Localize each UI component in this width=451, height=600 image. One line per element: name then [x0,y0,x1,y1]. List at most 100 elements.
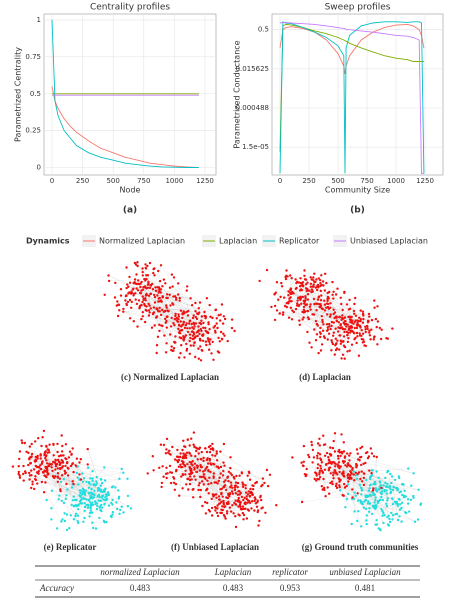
network-node [406,498,410,501]
network-node [229,485,232,489]
network-edge [127,284,233,320]
network-node [242,518,245,521]
network-node [122,471,125,474]
network-node [215,452,218,455]
network-node [198,301,202,304]
network-node [79,489,82,492]
x-tick-label: 750 [360,177,373,185]
network-node [244,484,247,487]
network-node [225,496,228,499]
network-node [212,326,215,329]
network-node [364,330,367,334]
network-node [202,470,205,473]
network-node [55,527,59,530]
network-edge [26,451,74,520]
network-node [343,455,347,458]
network-node [355,462,358,466]
network-node [302,464,305,468]
network-node [344,464,347,467]
network-node [147,294,151,297]
network-edge [279,289,291,314]
network-node [61,474,64,477]
network-node [175,316,178,320]
network-node [343,482,346,486]
network-edge [87,449,104,496]
network-node [140,317,143,321]
network-node [243,496,246,500]
network-node [51,469,54,473]
network-node [341,308,344,312]
network-node [199,495,202,499]
network-node [316,288,319,292]
network-node [388,517,391,521]
network-node [200,466,203,469]
network-node [188,444,191,447]
network-node [309,276,312,279]
network-node [370,512,374,516]
network-node [141,300,144,304]
network-node [247,509,251,512]
network-node [366,325,369,329]
network-node [321,280,325,283]
network-node [344,506,347,509]
network-node [308,289,311,292]
network-edge [109,278,147,282]
network-node [217,351,221,354]
network-node [300,281,304,285]
network-node [329,446,332,449]
network-node [182,338,186,341]
network-node [132,287,135,290]
network-node [185,451,189,454]
network-node [248,478,252,481]
network-edge [290,289,359,356]
network-node [223,317,227,321]
network-node [86,463,89,466]
network-node [173,458,177,461]
network-node [362,472,366,475]
network-node [365,478,368,482]
network-node [359,501,362,504]
network-node [302,444,306,448]
network-node [245,517,249,520]
network-edge [70,506,122,516]
network-node [373,501,376,504]
network-node [158,279,162,283]
network-node [213,463,216,466]
network-node [170,273,174,276]
network-node [346,476,350,480]
network-node [342,472,345,475]
network-node [391,502,395,506]
network-node [208,303,211,307]
network-node [308,305,312,308]
network-node [191,316,195,320]
network-node [348,474,352,477]
network-node [311,448,315,452]
network-edge [372,505,416,522]
network-node [310,443,314,447]
network-node [107,279,111,283]
network-node [338,334,341,337]
network-node [343,323,346,326]
network-node [320,461,324,464]
network-node [242,498,245,502]
network-node [385,504,389,508]
network-node [146,472,149,475]
network-node [236,493,239,496]
network-node [371,489,375,492]
network-node [342,335,346,338]
network-node [216,514,220,518]
network-node [195,317,199,321]
series-line [51,19,199,169]
network-node [190,304,194,307]
network-node [392,514,395,517]
network-node [200,319,203,322]
network-node [319,282,322,285]
network-node [337,457,340,460]
network-node [317,295,321,298]
network-node [223,334,226,337]
network-node [192,314,195,317]
network-edge [216,453,237,483]
network-node [358,334,362,337]
network-node [350,343,354,346]
network-node [390,481,393,485]
